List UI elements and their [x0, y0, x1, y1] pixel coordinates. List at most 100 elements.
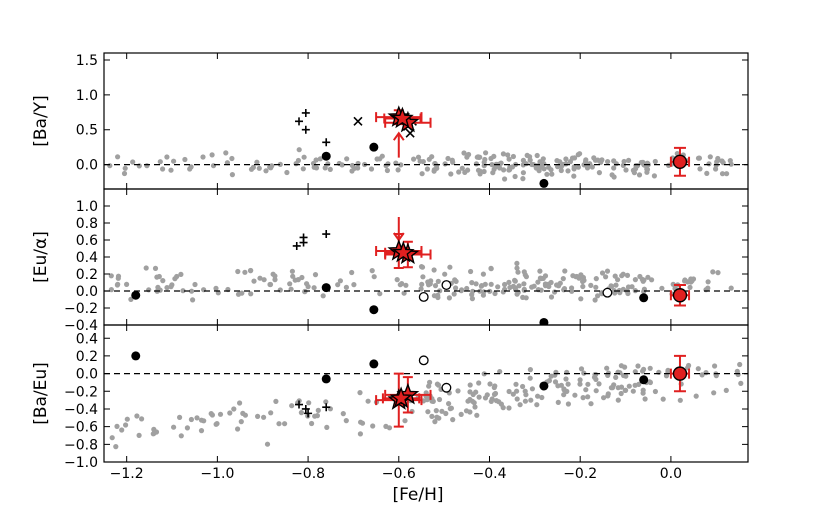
- x-tick-label: −0.4: [472, 466, 506, 482]
- field-star-point: [482, 156, 488, 163]
- field-star-point: [267, 281, 274, 288]
- field-star-point: [124, 281, 130, 287]
- field-star-point: [565, 381, 571, 387]
- field-star-point: [418, 264, 425, 270]
- x-tick-label: −0.6: [382, 466, 416, 482]
- field-star-point: [626, 157, 632, 163]
- field-star-point: [510, 153, 516, 160]
- field-star-point: [343, 284, 349, 290]
- field-star-point: [198, 428, 205, 434]
- field-star-point: [578, 366, 585, 372]
- field-star-point: [456, 169, 462, 175]
- filled-circle-point: [539, 381, 549, 391]
- field-star-point: [151, 426, 157, 432]
- field-star-point: [622, 387, 628, 393]
- field-star-point: [506, 279, 512, 285]
- field-star-point: [108, 287, 114, 293]
- field-star-point: [200, 154, 206, 160]
- field-star-point: [514, 388, 520, 394]
- y-tick-label: −0.8: [64, 437, 98, 453]
- field-star-point: [544, 171, 550, 177]
- field-star-point: [134, 413, 140, 419]
- field-star-point: [357, 431, 363, 437]
- field-star-point: [527, 375, 533, 381]
- open-circle-point: [418, 292, 429, 302]
- y-tick-label: 0.5: [76, 123, 98, 139]
- field-star-point: [187, 166, 193, 172]
- field-star-point: [304, 281, 310, 287]
- field-star-point: [335, 282, 341, 288]
- field-star-point: [239, 290, 245, 296]
- field-star-point: [287, 281, 293, 287]
- field-star-point: [500, 405, 506, 411]
- field-star-point: [651, 173, 658, 179]
- field-star-point: [652, 388, 659, 395]
- field-star-point: [505, 152, 511, 158]
- y-tick-label: 0.0: [76, 367, 98, 383]
- field-star-point: [178, 433, 184, 439]
- field-star-point: [468, 268, 474, 275]
- field-star-point: [337, 278, 343, 284]
- field-star-point: [322, 165, 328, 171]
- field-star-point: [122, 165, 128, 171]
- field-star-point: [615, 397, 621, 403]
- field-star-point: [583, 387, 589, 393]
- field-star-point: [317, 156, 323, 162]
- field-star-point: [124, 416, 130, 422]
- field-star-point: [640, 159, 646, 165]
- field-star-point: [611, 165, 617, 171]
- field-star-point: [384, 167, 390, 174]
- field-star-point: [302, 289, 308, 295]
- field-star-point: [461, 150, 467, 156]
- field-star-point: [261, 414, 267, 420]
- field-star-point: [139, 416, 145, 422]
- field-star-point: [399, 281, 405, 287]
- field-star-point: [188, 416, 194, 423]
- filled-circle-point: [369, 305, 379, 315]
- field-star-point: [565, 168, 571, 174]
- field-star-point: [546, 378, 553, 384]
- field-star-point: [630, 388, 636, 394]
- field-star-point: [481, 168, 487, 175]
- field-star-point: [512, 173, 518, 180]
- plus-marker: [304, 409, 313, 418]
- field-star-point: [629, 284, 635, 290]
- panel-2: −0.4−0.20.00.20.40.60.81.0 [Eu/α]: [31, 188, 749, 334]
- field-star-point: [537, 268, 543, 274]
- field-star-point: [320, 293, 326, 299]
- field-star-point: [469, 296, 475, 302]
- field-star-point: [268, 165, 274, 171]
- field-star-point: [434, 165, 440, 171]
- field-star-point: [592, 372, 598, 378]
- field-star-point: [493, 398, 499, 404]
- field-star-point: [520, 162, 526, 168]
- field-star-point: [737, 361, 743, 368]
- field-star-point: [561, 387, 567, 393]
- field-star-point: [432, 283, 439, 289]
- field-star-point: [488, 266, 494, 272]
- field-star-point: [687, 284, 693, 290]
- y-axis-label: [Ba/Eu]: [31, 362, 51, 425]
- field-star-point: [109, 435, 115, 441]
- field-star-point: [450, 417, 456, 423]
- field-star-point: [403, 282, 409, 288]
- field-star-point: [699, 372, 705, 378]
- plus-marker: [322, 403, 331, 412]
- field-star-point: [596, 170, 603, 176]
- field-star-point: [706, 161, 712, 167]
- field-star-point: [432, 161, 438, 167]
- field-star-point: [182, 156, 188, 163]
- field-star-point: [540, 156, 546, 162]
- field-star-point: [509, 164, 516, 170]
- x-tick-label: −1.0: [200, 466, 234, 482]
- field-star-point: [455, 388, 461, 394]
- field-star-point: [563, 156, 569, 162]
- field-star-point: [704, 170, 710, 176]
- field-star-point: [377, 156, 383, 162]
- field-star-point: [601, 395, 607, 401]
- field-star-point: [446, 295, 452, 301]
- field-star-point: [489, 396, 495, 402]
- field-star-point: [506, 156, 512, 162]
- field-star-point: [194, 415, 200, 421]
